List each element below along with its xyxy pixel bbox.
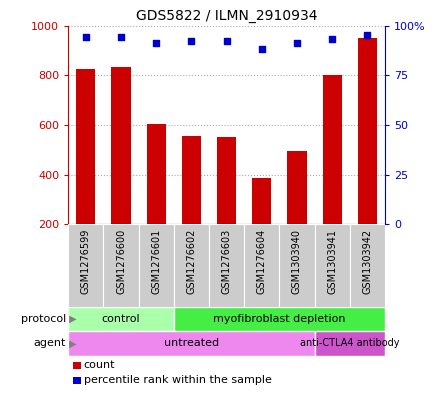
Text: GSM1276602: GSM1276602	[187, 228, 196, 294]
Point	[258, 46, 265, 53]
Point	[223, 38, 230, 44]
Bar	[182, 136, 201, 274]
Bar	[111, 66, 131, 274]
Bar	[103, 224, 139, 307]
Point	[293, 40, 301, 47]
Bar	[350, 224, 385, 307]
Bar	[139, 224, 174, 307]
Bar	[76, 69, 95, 274]
Text: percentile rank within the sample: percentile rank within the sample	[84, 375, 271, 385]
Bar	[287, 151, 307, 274]
Point	[188, 38, 195, 44]
Point	[364, 32, 371, 39]
Bar	[209, 224, 244, 307]
Bar	[68, 331, 315, 356]
Text: anti-CTLA4 antibody: anti-CTLA4 antibody	[300, 338, 400, 349]
Point	[82, 34, 89, 40]
Text: count: count	[84, 360, 115, 371]
Bar	[174, 224, 209, 307]
Bar	[68, 307, 174, 331]
Text: GSM1276600: GSM1276600	[116, 228, 126, 294]
Text: myofibroblast depletion: myofibroblast depletion	[213, 314, 346, 324]
Bar	[68, 224, 103, 307]
Point	[117, 34, 125, 40]
Bar	[217, 138, 236, 274]
Bar	[244, 224, 279, 307]
Text: control: control	[102, 314, 140, 324]
Bar	[279, 224, 315, 307]
Bar	[315, 331, 385, 356]
Bar	[323, 75, 342, 274]
Text: GSM1303942: GSM1303942	[363, 228, 372, 294]
Text: ▶: ▶	[66, 314, 77, 324]
Text: agent: agent	[33, 338, 66, 349]
Point	[153, 40, 160, 47]
Text: GSM1276601: GSM1276601	[151, 228, 161, 294]
Text: GSM1303940: GSM1303940	[292, 228, 302, 294]
Text: GSM1276604: GSM1276604	[257, 228, 267, 294]
Text: GSM1276603: GSM1276603	[222, 228, 231, 294]
Point	[329, 36, 336, 42]
Text: GSM1303941: GSM1303941	[327, 228, 337, 294]
Title: GDS5822 / ILMN_2910934: GDS5822 / ILMN_2910934	[136, 9, 317, 23]
Text: untreated: untreated	[164, 338, 219, 349]
Bar	[252, 178, 271, 274]
Text: ▶: ▶	[66, 338, 77, 349]
Bar	[147, 124, 166, 274]
Bar	[358, 38, 377, 274]
Bar	[315, 224, 350, 307]
Text: protocol: protocol	[21, 314, 66, 324]
Bar	[174, 307, 385, 331]
Text: GSM1276599: GSM1276599	[81, 228, 91, 294]
